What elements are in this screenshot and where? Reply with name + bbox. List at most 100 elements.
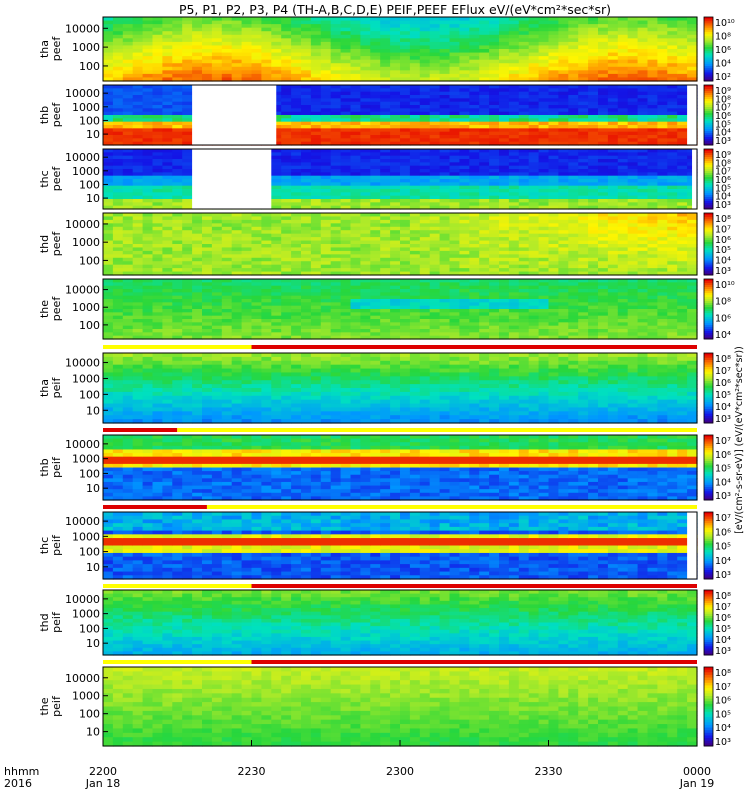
heatmap-cell <box>281 66 292 71</box>
heatmap-cell <box>380 185 391 190</box>
heatmap-cell <box>122 302 134 307</box>
heatmap-cell <box>390 135 401 139</box>
heatmap-cell <box>390 141 401 146</box>
heatmap-cell <box>409 237 421 242</box>
heatmap-cell <box>390 189 401 193</box>
heatmap-cell <box>291 155 302 160</box>
heatmap-cell <box>182 141 193 146</box>
heatmap-cell <box>667 20 678 25</box>
heatmap-cell <box>390 77 401 82</box>
heatmap-cell <box>449 226 460 231</box>
heatmap-cell <box>627 77 639 82</box>
heatmap-cell <box>350 125 361 129</box>
heatmap-cell <box>598 237 609 242</box>
heatmap-cell <box>350 329 361 333</box>
heatmap-cell <box>687 223 698 228</box>
heatmap-cell <box>499 105 510 109</box>
heatmap-cell <box>469 152 480 157</box>
heatmap-cell <box>459 264 470 269</box>
heatmap-cell <box>449 185 460 190</box>
heatmap-cell <box>409 195 421 200</box>
heatmap-cell <box>162 319 173 323</box>
heatmap-cell <box>301 261 312 266</box>
heatmap-cell <box>657 88 668 93</box>
heatmap-cell <box>172 155 183 160</box>
heatmap-cell <box>132 322 144 327</box>
heatmap-cell <box>310 240 322 245</box>
heatmap-cell <box>449 205 460 210</box>
heatmap-cell <box>548 63 559 68</box>
heatmap-cell <box>103 172 114 177</box>
heatmap-cell <box>103 202 114 207</box>
heatmap-cell <box>627 205 639 210</box>
colorbar-swatch <box>704 161 713 164</box>
heatmap-cell <box>607 268 619 273</box>
heatmap-cell <box>142 115 154 119</box>
heatmap-cell <box>538 77 550 82</box>
heatmap-cell <box>112 268 124 273</box>
heatmap-cell <box>291 305 302 310</box>
heatmap-cell <box>122 175 134 180</box>
heatmap-cell <box>370 233 381 238</box>
heatmap-cell <box>271 285 282 290</box>
heatmap-cell <box>469 223 480 228</box>
heatmap-cell <box>677 17 688 22</box>
heatmap-cell <box>132 189 144 193</box>
heatmap-cell <box>281 268 292 273</box>
heatmap-cell <box>261 325 272 330</box>
heatmap-cell <box>449 66 460 71</box>
heatmap-cell <box>607 121 619 126</box>
heatmap-cell <box>479 268 490 273</box>
heatmap-cell <box>657 20 668 25</box>
heatmap-cell <box>152 268 163 273</box>
heatmap-cell <box>657 268 668 273</box>
heatmap-cell <box>667 138 678 143</box>
heatmap-cell <box>548 261 559 266</box>
heatmap-cell <box>528 247 540 252</box>
heatmap-cell <box>617 247 629 252</box>
heatmap-cell <box>598 108 609 113</box>
heatmap-cell <box>548 159 559 163</box>
heatmap-cell <box>667 247 678 252</box>
heatmap-cell <box>152 299 163 303</box>
heatmap-cell <box>429 118 441 123</box>
heatmap-cell <box>211 322 223 327</box>
heatmap-cell <box>211 325 223 330</box>
heatmap-cell <box>578 88 589 93</box>
heatmap-cell <box>419 205 431 210</box>
heatmap-cell <box>152 189 163 193</box>
heatmap-cell <box>617 125 629 129</box>
heatmap-cell <box>647 159 658 163</box>
heatmap-cell <box>617 20 629 25</box>
heatmap-cell <box>271 282 282 287</box>
heatmap-cell <box>489 268 500 273</box>
heatmap-cell <box>281 59 292 64</box>
heatmap-cell <box>558 254 569 259</box>
heatmap-cell <box>330 59 342 64</box>
heatmap-cell <box>558 118 569 123</box>
heatmap-cell <box>409 45 421 50</box>
heatmap-cell <box>568 115 579 119</box>
heatmap-cell <box>271 305 282 310</box>
heatmap-cell <box>568 20 579 25</box>
heatmap-cell <box>607 264 619 269</box>
heatmap-cell <box>301 149 312 153</box>
heatmap-cell <box>558 219 569 224</box>
heatmap-cell <box>469 257 480 262</box>
colorbar-swatch <box>704 221 713 224</box>
heatmap-cell <box>281 185 292 190</box>
heatmap-cell <box>598 105 609 109</box>
heatmap-cell <box>429 63 441 68</box>
heatmap-cell <box>310 98 322 103</box>
heatmap-cell <box>231 63 243 68</box>
heatmap-cell <box>647 199 658 203</box>
heatmap-cell <box>152 88 163 93</box>
heatmap-cell <box>241 315 253 320</box>
colorbar-tick-label: 10⁹ <box>715 86 731 97</box>
heatmap-cell <box>429 175 441 180</box>
heatmap-cell <box>192 295 203 300</box>
heatmap-cell <box>568 131 579 136</box>
heatmap-cell <box>390 105 401 109</box>
heatmap-cell <box>489 202 500 207</box>
